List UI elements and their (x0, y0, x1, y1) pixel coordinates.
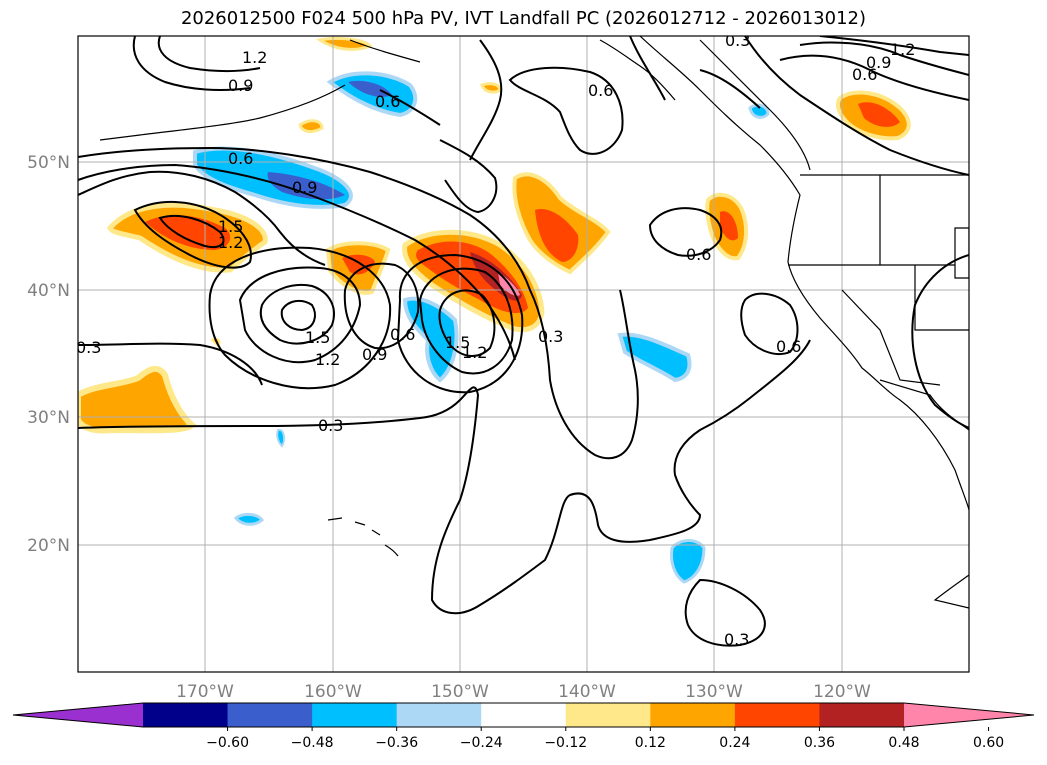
contour-label: 0.6 (375, 92, 400, 111)
colorbar-bin (650, 703, 736, 727)
negative-anomaly-spot (233, 512, 264, 526)
positive-anomaly-spot (316, 36, 373, 51)
colorbar-tick-label: −0.48 (291, 735, 334, 751)
contour-label: 0.6 (852, 65, 877, 84)
contour-label: 1.5 (445, 333, 470, 352)
contour-label: 1.5 (305, 328, 330, 347)
contour-label: 0.6 (390, 325, 415, 344)
colorbar-bin (312, 703, 398, 727)
positive-anomaly-core (858, 102, 900, 127)
colorbar-tick-label: 0.36 (804, 735, 835, 751)
lon-tick-label: 120°W (813, 682, 871, 702)
plot-frame (77, 35, 970, 673)
colorbar-tick-label: 0.48 (888, 735, 919, 751)
contour-label: 0.3 (76, 338, 101, 357)
coastlines (99, 36, 969, 609)
contour-label: 1.2 (242, 48, 267, 67)
map-title: 2026012500 F024 500 hPa PV, IVT Landfall… (180, 8, 867, 29)
latitude-ticks: 50°N 40°N 30°N 20°N (27, 153, 70, 556)
contour-label: 0.3 (538, 327, 563, 346)
negative-anomaly-core (348, 80, 392, 97)
contour-labels: 1.2 0.9 0.6 0.9 1.5 1.2 0.3 1.5 1.2 0.9 … (76, 31, 915, 649)
contour-label: 0.9 (362, 345, 387, 364)
lat-tick-label: 40°N (27, 281, 70, 301)
contour-label: 0.9 (866, 53, 891, 72)
colorbar-bin (565, 703, 651, 727)
map-plot-area: 1.2 0.9 0.6 0.9 1.5 1.2 0.3 1.5 1.2 0.9 … (76, 31, 969, 672)
colorbar-bin (143, 703, 229, 727)
colorbar-tick-label: 0.24 (719, 735, 750, 751)
contour-label: 0.3 (724, 630, 749, 649)
contour-label: 1.5 (218, 217, 243, 236)
colorbar-bin (819, 703, 905, 727)
contour-label: 0.6 (228, 149, 253, 168)
gridlines (78, 36, 969, 672)
colorbar-tick-label: −0.60 (206, 735, 249, 751)
contour-label: 1.2 (315, 350, 340, 369)
positive-anomaly-core (535, 209, 579, 262)
colorbar-bin (734, 703, 820, 727)
contour-label: 1.2 (218, 233, 243, 252)
lon-tick-label: 160°W (304, 682, 362, 702)
colorbar: −0.60 −0.48 −0.36 −0.24 −0.12 0.12 0.24 0.36 0.4… (12, 702, 1035, 751)
lon-tick-label: 170°W (176, 682, 234, 702)
positive-anomaly-core (342, 254, 375, 275)
colorbar-tick-label: −0.12 (544, 735, 587, 751)
contour-label: 0.6 (686, 245, 711, 264)
contour-label: 1.2 (462, 343, 487, 362)
colorbar-bin (481, 703, 567, 727)
pv-contours (78, 36, 969, 647)
contour-label: 0.6 (588, 81, 613, 100)
lon-tick-label: 140°W (558, 682, 616, 702)
lat-tick-label: 20°N (27, 536, 70, 556)
colorbar-tick-label: 0.12 (635, 735, 666, 751)
negative-anomaly-region (670, 539, 706, 584)
colorbar-bin (227, 703, 313, 727)
positive-anomaly-spot (298, 119, 324, 134)
colorbar-tick-label: 0.60 (973, 735, 1004, 751)
positive-anomaly-core (720, 211, 738, 241)
colorbar-extend-high (904, 703, 1034, 727)
contour-label: 0.3 (725, 31, 750, 50)
contour-label: 0.9 (292, 178, 317, 197)
contour-label: 1.2 (890, 40, 915, 59)
positive-anomaly-spot (480, 82, 502, 94)
colorbar-bin (396, 703, 482, 727)
contour-label: 0.3 (318, 416, 343, 435)
colorbar-tick-label: −0.36 (375, 735, 418, 751)
colorbar-tick-label: −0.24 (460, 735, 503, 751)
negative-anomaly-region (617, 332, 692, 383)
colorbar-outline (12, 702, 1035, 728)
contour-label: 0.9 (228, 76, 253, 95)
negative-anomaly-core (267, 172, 345, 200)
longitude-ticks: 170°W 160°W 150°W 140°W 130°W 120°W (176, 682, 871, 702)
colorbar-extend-low (13, 703, 143, 727)
negative-anomaly-spot (276, 428, 286, 448)
positive-anomaly-region (78, 365, 197, 434)
contour-label: 0.6 (776, 337, 801, 356)
lat-tick-label: 30°N (27, 408, 70, 428)
lon-tick-label: 130°W (685, 682, 743, 702)
lat-tick-label: 50°N (27, 153, 70, 173)
lon-tick-label: 150°W (431, 682, 489, 702)
